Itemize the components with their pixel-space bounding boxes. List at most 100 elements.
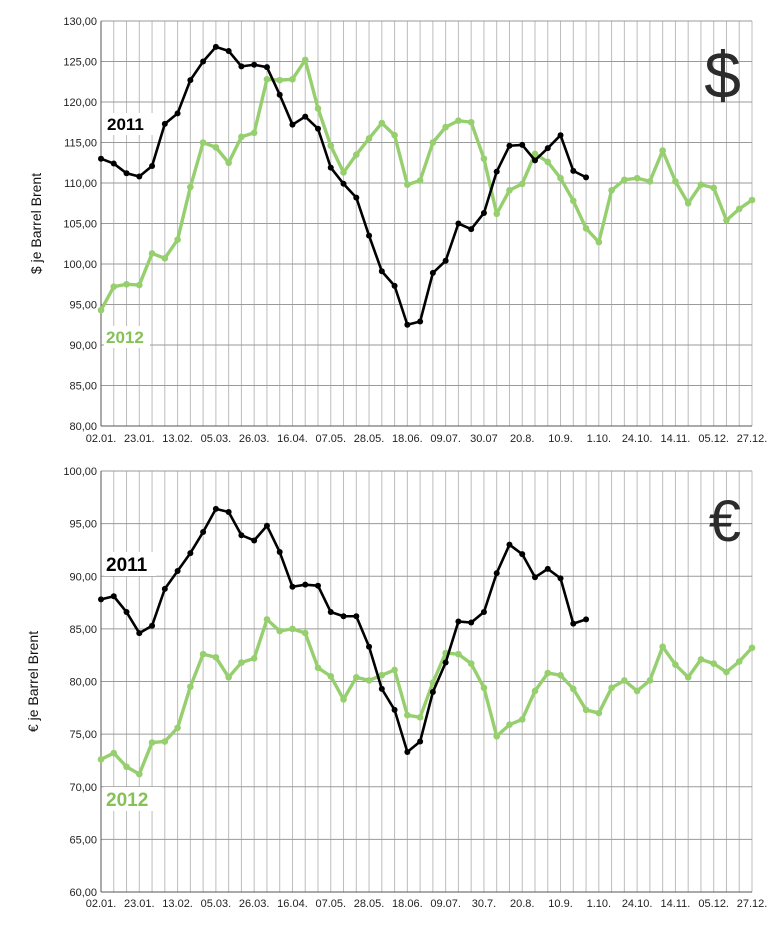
data-point: [735, 658, 743, 665]
data-point: [697, 181, 705, 188]
x-tick-label: 27.12.: [737, 898, 768, 910]
data-point: [187, 550, 194, 557]
data-point: [276, 91, 283, 98]
data-point: [544, 145, 551, 152]
data-point: [518, 716, 526, 723]
data-point: [365, 135, 373, 142]
currency-symbol: $: [704, 38, 741, 112]
y-axis-title: $ je Barrel Brent: [28, 173, 44, 274]
x-tick-label: 23.01.: [124, 433, 155, 445]
data-point: [174, 567, 181, 574]
data-point: [429, 139, 437, 146]
data-point: [263, 616, 271, 623]
data-point: [723, 216, 730, 224]
x-tick-label: 13.02.: [162, 898, 193, 910]
data-point: [416, 177, 424, 184]
x-tick-label: 09.07.: [430, 433, 461, 445]
data-point: [136, 630, 143, 637]
data-point: [532, 157, 538, 164]
data-point: [404, 321, 411, 328]
data-point: [595, 238, 603, 246]
data-point: [251, 61, 258, 68]
x-tick-label: 13.02.: [162, 433, 193, 445]
data-point: [238, 63, 245, 70]
data-point: [518, 180, 526, 188]
data-point: [480, 609, 487, 616]
data-point: [442, 123, 449, 131]
x-tick-label: 07.05.: [315, 433, 346, 445]
y-tick-label: 65,00: [69, 834, 97, 846]
data-point: [532, 574, 538, 581]
data-point: [340, 180, 347, 187]
x-tick-label: 20.8.: [510, 898, 534, 910]
data-point: [646, 677, 654, 684]
data-point: [582, 225, 590, 232]
data-point: [621, 176, 628, 184]
data-point: [570, 167, 577, 174]
x-tick-label: 18.06.: [392, 433, 423, 445]
data-point: [174, 724, 181, 732]
data-point: [302, 581, 309, 588]
x-tick-label: 05.03.: [201, 433, 232, 445]
x-tick-label: 07.05.: [315, 898, 346, 910]
x-tick-label: 10.9.: [548, 433, 572, 445]
data-point: [149, 622, 156, 629]
data-point: [416, 713, 424, 721]
data-point: [404, 711, 411, 719]
data-point: [187, 183, 194, 191]
data-point: [735, 205, 743, 213]
x-tick-label: 14.11.: [661, 433, 691, 445]
annotation-background: [104, 787, 162, 811]
data-point: [199, 139, 207, 146]
data-point: [659, 147, 666, 154]
data-point: [98, 155, 104, 162]
data-point: [710, 184, 718, 192]
data-point: [557, 132, 564, 139]
data-point: [429, 679, 437, 686]
y-tick-label: 100,00: [63, 259, 97, 271]
data-point: [148, 739, 156, 746]
data-point: [251, 537, 258, 544]
x-tick-label: 1.10.: [587, 898, 611, 910]
data-point: [455, 220, 462, 227]
y-tick-label: 75,00: [69, 729, 97, 741]
x-tick-label: 30.07: [470, 433, 498, 445]
data-point: [225, 673, 232, 681]
data-point: [710, 660, 718, 667]
data-point: [97, 306, 105, 314]
data-point: [569, 197, 577, 205]
data-point: [212, 505, 219, 512]
data-point: [544, 158, 552, 166]
data-point: [506, 721, 513, 728]
data-point: [531, 150, 539, 158]
data-point: [378, 671, 386, 679]
data-point: [352, 673, 360, 681]
data-point: [110, 283, 118, 290]
data-point: [174, 236, 181, 243]
data-point: [557, 575, 564, 582]
data-point: [480, 209, 487, 216]
series-annotation: 2012: [106, 790, 148, 811]
y-tick-label: 70,00: [69, 782, 97, 794]
data-point: [301, 56, 309, 64]
data-point: [161, 255, 169, 262]
data-point: [672, 178, 679, 185]
x-tick-label: 26.03.: [239, 898, 270, 910]
x-tick-label: 30.7.: [472, 898, 496, 910]
data-point: [263, 64, 270, 71]
data-point: [353, 613, 360, 620]
data-point: [366, 643, 373, 650]
data-point: [442, 257, 449, 264]
data-point: [697, 656, 705, 663]
data-point: [327, 672, 335, 680]
data-point: [391, 282, 398, 289]
data-point: [301, 629, 309, 637]
data-point: [161, 120, 168, 127]
data-point: [340, 613, 347, 620]
data-point: [557, 174, 564, 182]
data-point: [365, 677, 373, 684]
currency-symbol: €: [709, 489, 741, 554]
data-point: [315, 125, 321, 132]
data-point: [302, 113, 309, 120]
